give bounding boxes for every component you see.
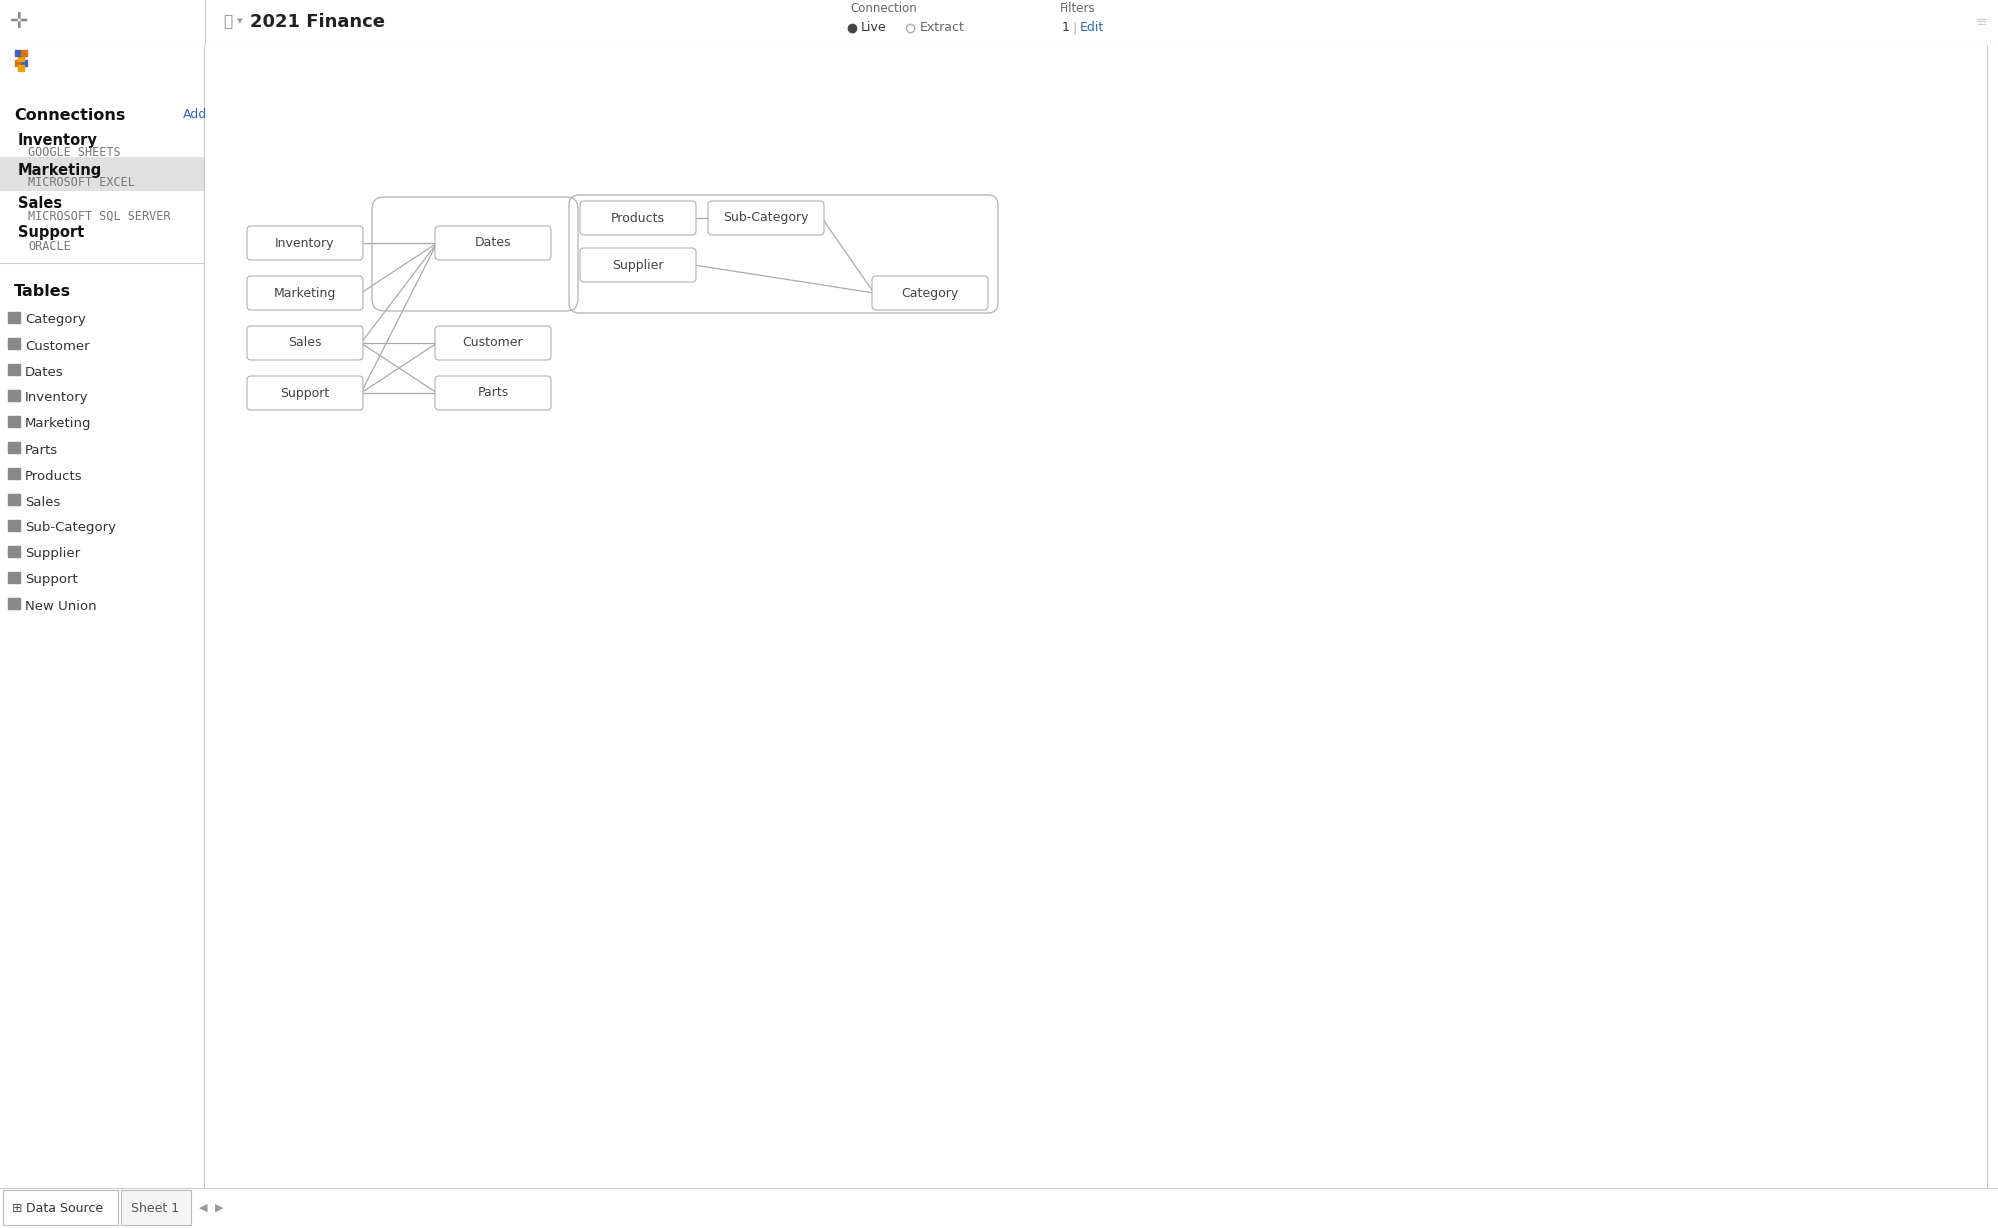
Text: ✛: ✛ (10, 11, 28, 32)
Text: Sub-Category: Sub-Category (723, 211, 809, 225)
Text: ⊞: ⊞ (12, 1201, 22, 1214)
Text: Add: Add (184, 108, 208, 122)
Text: Dates: Dates (26, 366, 64, 378)
Text: Category: Category (26, 313, 86, 327)
Text: Dates: Dates (474, 237, 511, 249)
Text: Category: Category (901, 286, 959, 300)
Text: Supplier: Supplier (26, 548, 80, 560)
Text: Inventory: Inventory (276, 237, 334, 249)
Text: Customer: Customer (26, 339, 90, 352)
Text: Sales: Sales (288, 336, 322, 350)
FancyBboxPatch shape (707, 201, 823, 235)
Text: Inventory: Inventory (26, 392, 88, 404)
FancyBboxPatch shape (871, 276, 987, 309)
Text: MICROSOFT EXCEL: MICROSOFT EXCEL (28, 177, 134, 189)
Text: ≡: ≡ (1974, 15, 1986, 28)
Text: 1: 1 (1061, 21, 1069, 34)
Text: Products: Products (26, 469, 82, 483)
Text: Support: Support (280, 387, 330, 399)
FancyBboxPatch shape (248, 325, 364, 360)
Text: Edit: Edit (1079, 21, 1103, 34)
FancyBboxPatch shape (579, 248, 695, 282)
Text: Connection: Connection (849, 2, 917, 16)
FancyBboxPatch shape (248, 226, 364, 260)
Text: Inventory: Inventory (18, 133, 98, 147)
Text: Data Source: Data Source (26, 1201, 104, 1214)
Text: Supplier: Supplier (611, 259, 663, 271)
Text: Parts: Parts (26, 443, 58, 457)
FancyBboxPatch shape (122, 1190, 192, 1226)
FancyBboxPatch shape (248, 376, 364, 410)
Text: Connections: Connections (14, 108, 126, 123)
Text: 2021 Finance: 2021 Finance (250, 12, 386, 31)
Text: MICROSOFT SQL SERVER: MICROSOFT SQL SERVER (28, 210, 170, 222)
Text: Sheet 1: Sheet 1 (132, 1201, 180, 1214)
Text: |: | (1071, 21, 1075, 34)
Text: ◀: ◀ (200, 1203, 208, 1213)
Text: Sales: Sales (26, 496, 60, 508)
Text: Support: Support (26, 573, 78, 587)
FancyBboxPatch shape (248, 276, 364, 309)
Text: GOOGLE SHEETS: GOOGLE SHEETS (28, 146, 120, 160)
Text: Tables: Tables (14, 284, 72, 298)
FancyBboxPatch shape (436, 325, 551, 360)
Text: Sales: Sales (18, 195, 62, 210)
FancyBboxPatch shape (0, 157, 206, 192)
Text: Products: Products (611, 211, 665, 225)
FancyBboxPatch shape (436, 376, 551, 410)
FancyBboxPatch shape (4, 1190, 118, 1226)
Text: Extract: Extract (919, 21, 965, 34)
Text: Filters: Filters (1059, 2, 1095, 16)
Text: ORACLE: ORACLE (28, 239, 70, 253)
Text: ▶: ▶ (216, 1203, 224, 1213)
Text: New Union: New Union (26, 599, 96, 613)
Text: Parts: Parts (478, 387, 507, 399)
Text: Live: Live (861, 21, 887, 34)
Text: Customer: Customer (462, 336, 523, 350)
FancyBboxPatch shape (436, 226, 551, 260)
Text: Marketing: Marketing (274, 286, 336, 300)
Text: Marketing: Marketing (18, 162, 102, 178)
FancyBboxPatch shape (579, 201, 695, 235)
Text: Sub-Category: Sub-Category (26, 522, 116, 534)
Text: ▾: ▾ (238, 17, 242, 27)
Text: ⏺: ⏺ (224, 14, 232, 29)
Text: Marketing: Marketing (26, 418, 92, 431)
Text: Support: Support (18, 226, 84, 241)
